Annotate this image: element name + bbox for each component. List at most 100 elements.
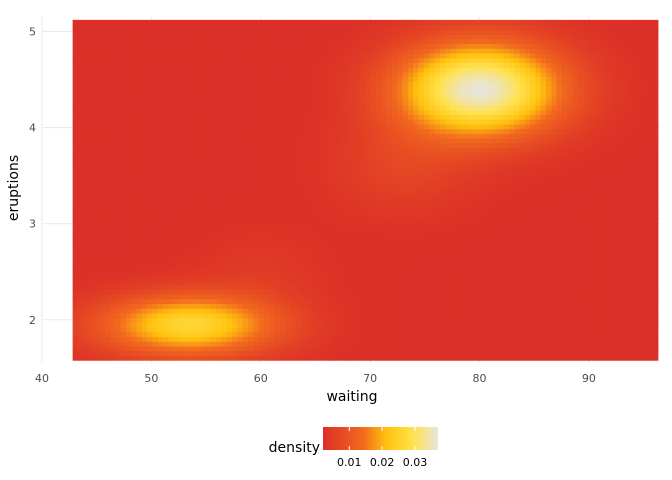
heat-cell <box>343 81 350 87</box>
heat-cell <box>423 279 430 286</box>
heat-cell <box>338 152 345 158</box>
heat-cell <box>397 275 404 281</box>
heat-cell <box>125 322 132 328</box>
heat-cell <box>381 350 388 356</box>
heat-cell <box>301 308 308 314</box>
heat-cell <box>338 275 345 281</box>
heat-cell <box>210 166 217 172</box>
heat-cell <box>365 308 372 314</box>
heat-cell <box>386 142 393 149</box>
heat-cell <box>152 128 159 134</box>
heat-cell <box>338 312 345 319</box>
heat-cell <box>99 298 106 305</box>
heat-cell <box>423 241 430 248</box>
heat-cell <box>189 355 196 361</box>
heat-cell <box>413 199 420 205</box>
heat-cell <box>338 232 345 238</box>
heat-cell <box>375 279 382 286</box>
heat-cell <box>189 81 196 87</box>
heat-cell <box>125 223 132 229</box>
heat-cell <box>83 345 90 352</box>
heat-cell <box>274 341 281 347</box>
heat-cell <box>131 161 138 167</box>
heat-cell <box>200 95 207 101</box>
heat-cell <box>253 317 260 323</box>
heat-cell <box>141 52 148 59</box>
heat-cell <box>221 331 228 338</box>
heat-cell <box>226 86 233 92</box>
heat-cell <box>322 204 329 210</box>
heat-cell <box>391 284 398 290</box>
heat-cell <box>274 29 281 35</box>
heat-cell <box>221 133 228 139</box>
heat-cell <box>375 260 382 267</box>
heat-cell <box>391 265 398 271</box>
heat-cell <box>327 152 334 158</box>
heat-cell <box>115 147 122 153</box>
heat-cell <box>210 327 217 333</box>
heat-cell <box>359 43 366 49</box>
heat-cell <box>375 71 382 78</box>
heat-cell <box>194 260 201 267</box>
heat-cell <box>312 62 318 68</box>
heat-cell <box>248 308 255 314</box>
heat-cell <box>179 67 185 73</box>
heat-cell <box>77 293 84 300</box>
heat-cell <box>423 303 430 309</box>
heat-cell <box>157 34 164 40</box>
heat-cell <box>375 350 382 356</box>
heat-cell <box>333 128 340 134</box>
heat-cell <box>423 19 430 26</box>
heat-cell <box>359 48 366 54</box>
heat-cell <box>104 24 111 30</box>
heat-cell <box>147 260 154 267</box>
heat-cell <box>83 213 90 219</box>
heat-cell <box>354 29 361 35</box>
heat-cell <box>93 317 100 323</box>
heat-cell <box>109 190 116 196</box>
heat-cell <box>365 218 372 224</box>
heat-cell <box>189 303 196 309</box>
heat-cell <box>349 279 356 286</box>
heat-cell <box>136 303 143 309</box>
heat-cell <box>125 298 132 305</box>
heat-cell <box>429 289 435 295</box>
heat-cell <box>210 86 217 92</box>
heat-cell <box>429 270 435 276</box>
heat-cell <box>88 350 95 356</box>
heat-cell <box>429 100 435 106</box>
heat-cell <box>375 95 382 101</box>
heat-cell <box>109 109 116 115</box>
heat-cell <box>439 331 446 338</box>
heat-cell <box>418 62 425 68</box>
heat-cell <box>232 29 239 35</box>
heat-cell <box>343 48 350 54</box>
heat-cell <box>179 237 185 243</box>
heat-cell <box>264 81 271 87</box>
heat-cell <box>285 208 292 215</box>
heat-cell <box>285 270 292 276</box>
heat-cell <box>147 95 154 101</box>
heat-cell <box>343 62 350 68</box>
heat-cell <box>317 327 324 333</box>
heat-cell <box>407 171 414 177</box>
heat-cell <box>104 133 111 139</box>
heat-cell <box>173 175 180 182</box>
heat-cell <box>338 331 345 338</box>
heat-cell <box>173 128 180 134</box>
heat-cell <box>429 29 435 35</box>
heat-cell <box>269 213 276 219</box>
heat-cell <box>375 52 382 59</box>
heat-cell <box>136 232 143 238</box>
heat-cell <box>434 199 441 205</box>
heat-cell <box>317 95 324 101</box>
heat-cell <box>147 308 154 314</box>
heat-cell <box>115 185 122 191</box>
heat-cell <box>333 270 340 276</box>
heat-cell <box>141 24 148 30</box>
heat-cell <box>418 119 425 125</box>
heat-cell <box>104 256 111 262</box>
heat-cell <box>83 194 90 201</box>
heat-cell <box>296 67 302 73</box>
heat-cell <box>349 246 356 253</box>
